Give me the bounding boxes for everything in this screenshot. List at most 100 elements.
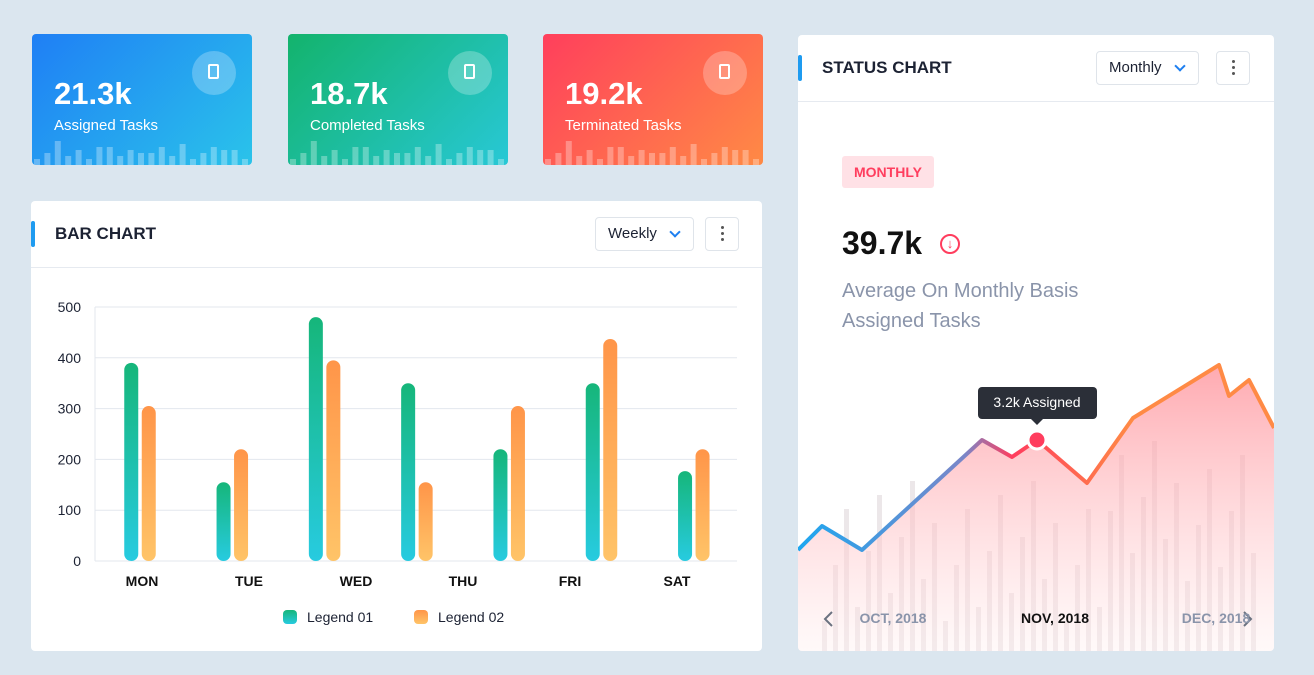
mini-bar	[44, 153, 51, 165]
bar	[326, 360, 341, 561]
icon	[703, 51, 747, 95]
card-label: Assigned Tasks	[54, 117, 158, 134]
mini-bar	[179, 144, 186, 165]
mini-bar	[425, 156, 432, 165]
mini-bar	[711, 153, 718, 165]
mini-bar	[721, 147, 728, 165]
mini-bar	[352, 147, 359, 165]
x-tick-label: WED	[340, 573, 373, 589]
mini-bar	[200, 153, 207, 165]
mini-bars	[34, 141, 248, 165]
mini-bar	[210, 147, 217, 165]
mini-bar	[300, 153, 307, 165]
mini-bars	[545, 141, 759, 165]
mini-bar	[701, 159, 707, 165]
line	[798, 363, 1274, 552]
down-icon: ↓	[940, 234, 960, 254]
icon	[448, 51, 492, 95]
y-tick-label: 500	[58, 299, 82, 315]
x-tick-label: THU	[449, 573, 478, 589]
card-label: Terminated Tasks	[565, 117, 682, 134]
x-tick-label: SAT	[664, 573, 691, 589]
mini-bar	[242, 159, 248, 165]
mini-bar	[649, 153, 655, 165]
legend-swatch	[283, 610, 297, 624]
mini-bar	[373, 156, 380, 165]
mini-bar	[576, 156, 583, 165]
mini-bar	[106, 147, 113, 165]
card-value: 18.7k	[310, 76, 388, 111]
mini-bar	[680, 156, 687, 165]
stat-card[interactable]: 21.3k Assigned Tasks	[32, 34, 252, 165]
bar	[141, 406, 156, 561]
mini-bar	[169, 156, 176, 165]
mini-bar	[231, 150, 238, 165]
legend-swatch	[414, 610, 428, 624]
mini-bar	[446, 159, 452, 165]
mini-bar	[404, 153, 411, 165]
status-value: 39.7k	[842, 225, 923, 261]
status-text: Average On Monthly Basis Assigned Tasks	[842, 276, 1078, 336]
mini-bar	[628, 156, 635, 165]
mini-bar	[597, 159, 603, 165]
bar	[308, 317, 323, 561]
mini-bars	[290, 141, 504, 165]
menu-button[interactable]	[705, 217, 739, 251]
mini-bar	[394, 153, 400, 165]
card-value: 19.2k	[565, 76, 643, 111]
mini-bar	[607, 147, 614, 165]
mini-bar	[638, 150, 645, 165]
mini-bar	[690, 144, 697, 165]
bar	[234, 449, 249, 561]
mini-bar	[138, 153, 144, 165]
mini-bar	[477, 150, 484, 165]
stat-card[interactable]: 18.7k Completed Tasks	[288, 34, 508, 165]
panel-header: STATUS CHART Monthly	[798, 35, 1274, 102]
bar	[401, 383, 416, 561]
badge: MONTHLY	[842, 156, 934, 188]
mini-bar	[54, 141, 61, 165]
bar	[418, 482, 433, 561]
mini-bar	[617, 147, 624, 165]
dropdown[interactable]: Monthly	[1096, 51, 1199, 85]
tooltip-text: 3.2k Assigned	[993, 394, 1080, 410]
mini-bar	[34, 159, 40, 165]
y-tick-label: 100	[58, 502, 82, 518]
mini-bar	[742, 150, 749, 165]
mini-bar	[669, 147, 676, 165]
menu-button[interactable]	[1216, 51, 1250, 85]
bar-chart-panel: BAR CHART Weekly 0 100 200 300 400 500 MON TUE W…	[31, 201, 762, 651]
bar	[678, 471, 693, 561]
mini-bar	[127, 150, 134, 165]
status-line: Average On Monthly Basis	[842, 280, 1079, 302]
mini-bar	[414, 147, 421, 165]
accent	[31, 221, 35, 247]
mini-bar	[498, 159, 504, 165]
mini-bar	[565, 141, 572, 165]
next-arrow[interactable]	[1243, 611, 1253, 627]
status-panel: STATUS CHART Monthly MONTHLY 39.7k ↓ Ave…	[798, 35, 1274, 651]
mini-bar	[96, 147, 103, 165]
marker[interactable]	[1026, 429, 1048, 451]
mini-bar	[466, 147, 473, 165]
mini-bar	[753, 159, 759, 165]
legend-label: Legend 01	[307, 609, 373, 625]
bar	[216, 482, 231, 561]
month-label[interactable]: DEC, 2018	[1182, 610, 1251, 626]
dropdown[interactable]: Weekly	[595, 217, 694, 251]
mini-bar	[190, 159, 196, 165]
y-tick-label: 0	[73, 553, 81, 569]
legend-label: Legend 02	[438, 609, 504, 625]
panel-title: BAR CHART	[55, 224, 157, 243]
status-graph: 3.2k Assigned OCT, 2018 NOV, 2018 DEC, 2…	[798, 363, 1274, 651]
mini-bar	[310, 141, 317, 165]
prev-arrow[interactable]	[823, 611, 833, 627]
stat-card[interactable]: 19.2k Terminated Tasks	[543, 34, 763, 165]
panel-title: STATUS CHART	[822, 58, 952, 77]
chart: 0100200300400500MONTUEWEDTHUFRISATSLegen…	[58, 299, 737, 625]
month-label[interactable]: NOV, 2018	[1021, 610, 1089, 626]
mini-bar	[732, 150, 739, 165]
month-label[interactable]: OCT, 2018	[860, 610, 927, 626]
mini-bar	[86, 159, 92, 165]
bar	[603, 339, 618, 561]
